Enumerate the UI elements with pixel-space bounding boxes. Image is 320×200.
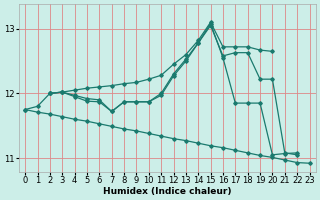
X-axis label: Humidex (Indice chaleur): Humidex (Indice chaleur) — [103, 187, 232, 196]
